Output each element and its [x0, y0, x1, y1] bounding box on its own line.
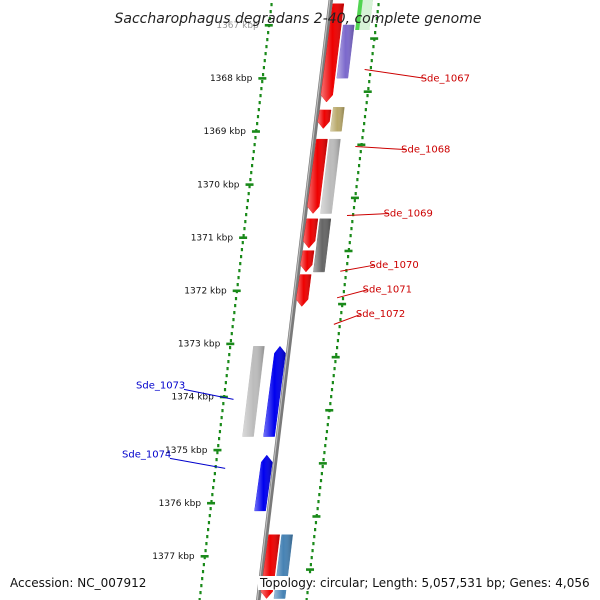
scale-tick: 1367 kbp	[216, 21, 273, 31]
accession-text: Accession: NC_007912	[8, 576, 149, 590]
gene-label-text[interactable]: Sde_1068	[401, 145, 450, 156]
gene-label-text[interactable]: Sde_1074	[122, 449, 171, 460]
tick-label: 1369 kbp	[204, 127, 247, 137]
gene-label[interactable]: Sde_1070	[340, 260, 419, 272]
gene-label[interactable]: Sde_1074	[122, 449, 226, 469]
gene-arrow[interactable]	[296, 274, 312, 307]
tick-label: 1374 kbp	[171, 393, 214, 403]
tick-mark	[251, 130, 260, 133]
gene-label[interactable]: Sde_1072	[333, 309, 405, 325]
backbone-line	[256, 0, 334, 600]
topology-text: Topology: circular; Length: 5,057,531 bp…	[258, 576, 592, 590]
gene-arrow[interactable]	[300, 250, 315, 273]
gene-arrow[interactable]	[263, 345, 286, 437]
right-tick-mark	[350, 196, 359, 200]
gene-arrow[interactable]	[303, 218, 319, 249]
scale-tick: 1371 kbp	[191, 233, 248, 243]
right-tick-mark	[331, 355, 340, 359]
gene-arrow[interactable]	[242, 346, 265, 437]
tick-mark	[245, 183, 254, 186]
tick-mark	[200, 555, 209, 558]
scale-tick: 1374 kbp	[171, 393, 228, 403]
right-tick-mark	[357, 143, 366, 147]
gene-arrow[interactable]	[320, 3, 345, 103]
gene-label-text[interactable]: Sde_1069	[384, 209, 433, 220]
tick-mark	[258, 77, 267, 80]
gene-arrow[interactable]	[307, 138, 328, 214]
tick-mark	[213, 448, 222, 452]
gene-arrow[interactable]	[313, 218, 332, 273]
tick-mark	[226, 342, 235, 346]
tick-mark	[264, 24, 273, 27]
gene-label[interactable]: Sde_1067	[364, 68, 470, 84]
gene-arrow[interactable]	[317, 109, 332, 129]
gene-label[interactable]: Sde_1073	[136, 380, 234, 400]
genome-backbone	[256, 0, 334, 600]
scale-tick: 1370 kbp	[197, 180, 254, 190]
tick-mark	[239, 236, 248, 239]
tick-label: 1367 kbp	[216, 21, 259, 31]
gene-label-text[interactable]: Sde_1070	[369, 260, 418, 271]
tick-label: 1376 kbp	[159, 499, 202, 509]
gene-label-text[interactable]: Sde_1071	[363, 285, 412, 296]
gene-arrow[interactable]	[330, 107, 345, 132]
scale-tick: 1377 kbp	[152, 552, 209, 562]
tick-label: 1371 kbp	[191, 233, 234, 243]
scale-tick: 1368 kbp	[210, 74, 267, 84]
scale-tick: 1369 kbp	[204, 127, 260, 137]
gene-label[interactable]: Sde_1068	[355, 145, 450, 156]
right-tick-mark	[344, 249, 353, 253]
gene-label[interactable]: Sde_1071	[336, 285, 412, 299]
tick-label: 1377 kbp	[152, 552, 195, 562]
tick-mark	[207, 501, 216, 505]
tick-label: 1368 kbp	[210, 74, 253, 84]
gene-arrow[interactable]	[336, 24, 355, 79]
map-title: Saccharophagus degradans 2-40, complete …	[115, 11, 482, 27]
right-tick-mark	[338, 302, 347, 306]
right-tick-mark	[306, 568, 315, 571]
tick-label: 1373 kbp	[178, 340, 221, 350]
green-feature	[355, 0, 373, 30]
scale-tick: 1376 kbp	[159, 499, 216, 509]
scale-tick: 1375 kbp	[165, 446, 222, 456]
tick-mark	[232, 289, 241, 293]
right-tick-mark	[312, 515, 321, 518]
gene-label-text[interactable]: Sde_1073	[136, 380, 185, 391]
dotted-tracks	[198, 3, 380, 600]
gene-label-text[interactable]: Sde_1072	[356, 309, 405, 320]
scale-ticks: 1367 kbp 1368 kbp 1369 kbp 1370 kbp 1371 kbp…	[152, 21, 379, 571]
right-tick-mark	[363, 90, 372, 93]
tick-label: 1370 kbp	[197, 180, 240, 190]
right-tick-mark	[318, 462, 327, 465]
tick-label: 1372 kbp	[184, 287, 227, 297]
right-tick-mark	[325, 408, 334, 412]
right-tick-mark	[370, 37, 379, 40]
scale-tick: 1372 kbp	[184, 287, 241, 297]
right-dotted-track	[305, 3, 380, 600]
gene-label-text[interactable]: Sde_1067	[421, 73, 470, 84]
gene-labels: Sde_1067 Sde_1068 Sde_1069 Sde_1070 Sde_1071…	[122, 68, 470, 469]
gene-arrow[interactable]	[320, 138, 341, 214]
tick-label: 1375 kbp	[165, 446, 208, 456]
gene-arrow[interactable]	[254, 454, 273, 512]
gene-label[interactable]: Sde_1069	[346, 209, 433, 220]
scale-tick: 1373 kbp	[178, 340, 235, 350]
